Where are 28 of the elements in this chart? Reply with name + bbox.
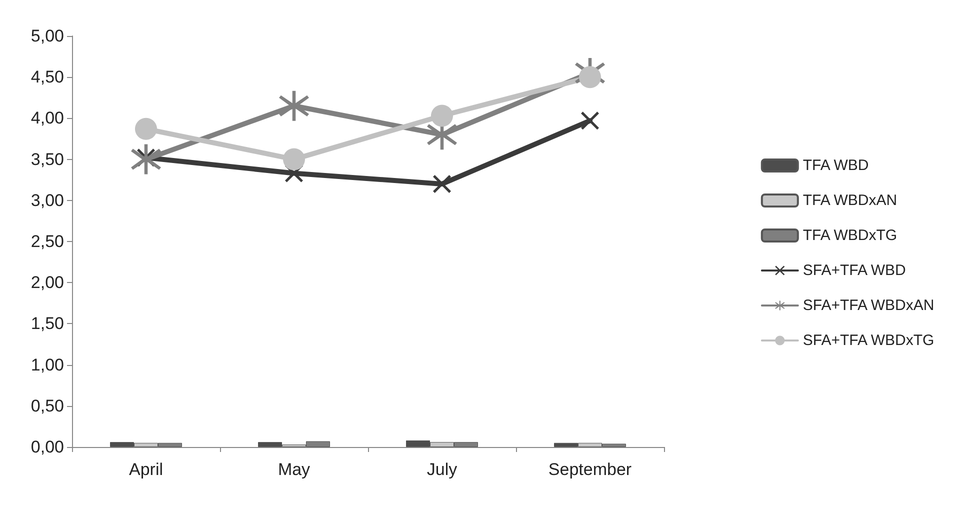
- x-tick-label: September: [548, 460, 632, 479]
- legend-label: TFA WBDxAN: [802, 192, 898, 209]
- y-tick-label: 0,00: [30, 438, 64, 456]
- y-tick-label: 5,00: [30, 26, 64, 46]
- legend-label: SFA+TFA WBDxTG: [802, 332, 934, 349]
- point: [135, 118, 157, 140]
- y-tick-label: 2,50: [30, 232, 64, 251]
- y-tick-label: 3,50: [30, 150, 64, 169]
- point: [433, 174, 451, 193]
- point: [283, 148, 305, 170]
- y-tick-label: 4,00: [30, 108, 64, 128]
- legend-label: TFA WBDxTG: [802, 227, 898, 244]
- x-tick-label: July: [426, 460, 458, 479]
- point: [431, 104, 453, 127]
- y-tick-label: 1,00: [30, 355, 64, 374]
- y-tick-label: 4,50: [30, 68, 64, 87]
- y-tick-label: 1,50: [30, 314, 64, 334]
- y-tick-label: 2,00: [30, 273, 64, 292]
- point: [279, 90, 309, 121]
- legend-label: TFA WBD: [802, 157, 869, 174]
- y-tick-label: 3,00: [30, 190, 64, 210]
- legend-label: SFA+TFA WBDxAN: [802, 297, 934, 314]
- legend-label: SFA+TFA WBD: [802, 262, 906, 279]
- x-tick-label: May: [278, 460, 311, 479]
- point: [581, 112, 599, 130]
- x-tick-label: April: [128, 460, 164, 479]
- y-tick-label: 0,50: [30, 396, 64, 416]
- point: [131, 144, 161, 174]
